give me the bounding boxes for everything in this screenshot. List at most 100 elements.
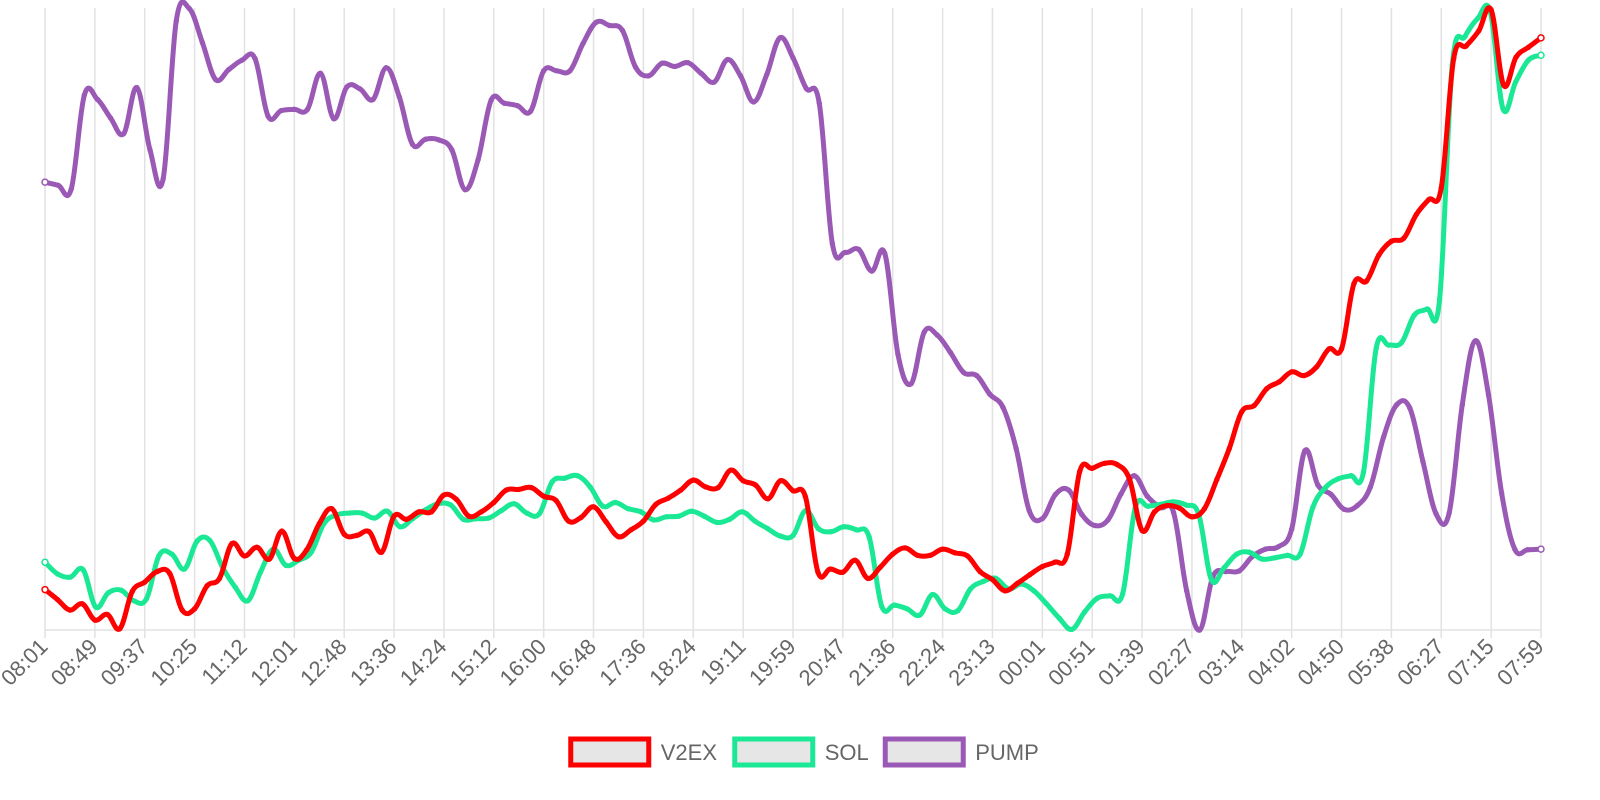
data-point-v2ex[interactable] — [166, 570, 173, 577]
data-point-sol[interactable] — [1043, 601, 1050, 607]
data-point-v2ex[interactable] — [1002, 588, 1008, 594]
data-point-sol[interactable] — [688, 508, 695, 514]
data-point-sol[interactable] — [726, 516, 733, 522]
data-point-v2ex[interactable] — [1426, 196, 1432, 203]
data-point-pump[interactable] — [1275, 543, 1282, 550]
data-point-pump[interactable] — [383, 65, 389, 71]
data-point-v2ex[interactable] — [204, 583, 210, 589]
data-point-v2ex[interactable] — [653, 501, 659, 508]
data-point-v2ex[interactable] — [1101, 460, 1108, 467]
data-point-v2ex[interactable] — [179, 607, 185, 613]
data-point-sol[interactable] — [549, 479, 555, 485]
data-point-sol[interactable] — [1348, 473, 1354, 479]
data-point-sol[interactable] — [41, 558, 49, 566]
data-point-sol[interactable] — [232, 584, 238, 590]
data-point-pump[interactable] — [1144, 493, 1151, 499]
data-point-pump[interactable] — [882, 250, 888, 257]
data-point-v2ex[interactable] — [67, 607, 73, 613]
data-point-pump[interactable] — [645, 73, 652, 79]
data-point-v2ex[interactable] — [715, 484, 721, 491]
data-point-sol[interactable] — [93, 604, 99, 610]
data-point-sol[interactable] — [498, 507, 505, 514]
data-point-v2ex[interactable] — [1052, 559, 1058, 565]
data-point-pump[interactable] — [1170, 509, 1177, 516]
data-point-sol[interactable] — [1335, 476, 1341, 482]
data-point-v2ex[interactable] — [316, 520, 322, 527]
data-point-v2ex[interactable] — [927, 552, 933, 559]
data-point-pump[interactable] — [1131, 473, 1137, 479]
data-point-pump[interactable] — [816, 100, 822, 106]
data-point-sol[interactable] — [574, 473, 581, 479]
data-point-sol[interactable] — [764, 525, 771, 532]
data-point-pump[interactable] — [869, 268, 875, 274]
data-point-pump[interactable] — [409, 141, 416, 147]
data-point-v2ex[interactable] — [1451, 55, 1457, 62]
data-point-v2ex[interactable] — [553, 497, 559, 504]
data-point-pump[interactable] — [317, 70, 324, 77]
data-point-v2ex[interactable] — [827, 566, 834, 572]
data-point-pump[interactable] — [1328, 491, 1334, 498]
data-point-sol[interactable] — [967, 586, 974, 592]
data-point-sol[interactable] — [866, 534, 872, 540]
data-point-v2ex[interactable] — [1151, 509, 1158, 515]
legend-item-pump[interactable]: PUMP — [882, 736, 1039, 768]
data-point-pump[interactable] — [514, 102, 521, 109]
data-point-pump[interactable] — [672, 63, 678, 70]
data-point-v2ex[interactable] — [129, 588, 135, 595]
data-point-v2ex[interactable] — [503, 487, 509, 493]
data-point-v2ex[interactable] — [1537, 34, 1545, 42]
data-point-pump[interactable] — [606, 22, 612, 29]
data-point-sol[interactable] — [384, 508, 391, 514]
data-point-pump[interactable] — [1118, 491, 1124, 497]
data-point-sol[interactable] — [752, 518, 758, 524]
data-point-v2ex[interactable] — [1463, 43, 1469, 49]
data-point-v2ex[interactable] — [1288, 369, 1295, 375]
data-point-sol[interactable] — [536, 510, 543, 517]
data-point-pump[interactable] — [81, 92, 88, 98]
data-point-v2ex[interactable] — [678, 487, 684, 493]
data-point-pump[interactable] — [1393, 402, 1400, 408]
data-point-v2ex[interactable] — [727, 467, 734, 473]
data-point-v2ex[interactable] — [92, 617, 98, 623]
data-point-v2ex[interactable] — [254, 544, 260, 550]
data-point-pump[interactable] — [1407, 405, 1413, 411]
data-point-pump[interactable] — [1354, 502, 1360, 509]
data-point-sol[interactable] — [1069, 626, 1075, 633]
data-point-pump[interactable] — [173, 18, 179, 24]
data-point-v2ex[interactable] — [466, 513, 472, 519]
data-point-v2ex[interactable] — [1276, 379, 1282, 385]
data-point-v2ex[interactable] — [1401, 235, 1407, 241]
data-point-pump[interactable] — [1065, 487, 1072, 493]
data-point-pump[interactable] — [987, 391, 993, 397]
data-point-v2ex[interactable] — [353, 532, 360, 539]
data-point-sol[interactable] — [1474, 15, 1481, 22]
data-point-v2ex[interactable] — [329, 506, 335, 512]
data-point-v2ex[interactable] — [1363, 278, 1370, 284]
data-point-pump[interactable] — [698, 70, 704, 77]
data-point-pump[interactable] — [540, 68, 547, 74]
data-point-v2ex[interactable] — [491, 499, 497, 506]
data-point-v2ex[interactable] — [117, 626, 123, 632]
data-point-v2ex[interactable] — [516, 486, 522, 493]
data-point-v2ex[interactable] — [952, 550, 958, 556]
data-point-pump[interactable] — [278, 107, 284, 114]
data-point-pump[interactable] — [1420, 458, 1426, 465]
data-point-sol[interactable] — [308, 549, 314, 555]
data-point-v2ex[interactable] — [540, 493, 547, 499]
data-point-v2ex[interactable] — [752, 482, 759, 488]
data-point-v2ex[interactable] — [902, 545, 908, 551]
data-point-pump[interactable] — [422, 136, 429, 142]
data-point-v2ex[interactable] — [1214, 476, 1220, 483]
data-point-sol[interactable] — [815, 525, 822, 532]
data-point-v2ex[interactable] — [877, 564, 883, 570]
data-point-sol[interactable] — [1234, 551, 1240, 557]
data-point-sol[interactable] — [1424, 306, 1430, 312]
data-point-v2ex[interactable] — [1201, 506, 1208, 512]
data-point-pump[interactable] — [357, 86, 363, 92]
data-point-pump[interactable] — [1367, 484, 1374, 490]
data-point-v2ex[interactable] — [603, 519, 609, 525]
data-point-sol[interactable] — [245, 598, 251, 604]
data-point-sol[interactable] — [701, 513, 707, 519]
data-point-v2ex[interactable] — [1264, 385, 1270, 392]
data-point-v2ex[interactable] — [765, 496, 771, 502]
